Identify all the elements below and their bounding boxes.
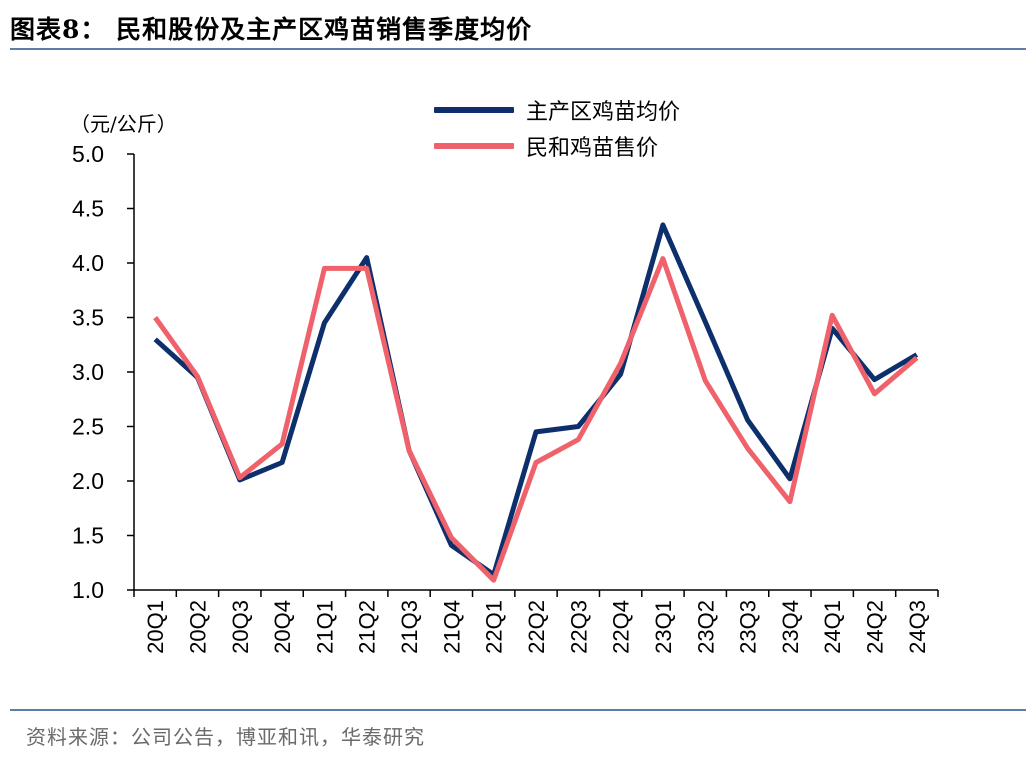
y-tick-label: 4.5	[72, 196, 104, 222]
x-tick-label: 22Q1	[482, 600, 507, 654]
x-tick-label: 21Q3	[397, 600, 422, 654]
y-axis-unit-label: （元/公斤）	[70, 112, 177, 136]
legend-item-series2: 民和鸡苗售价	[434, 128, 680, 164]
chart-legend: 主产区鸡苗均价 民和鸡苗售价	[434, 92, 680, 164]
x-tick-label: 20Q1	[143, 600, 168, 654]
x-tick-label: 24Q2	[863, 600, 888, 654]
top-rule	[10, 48, 1026, 50]
x-tick-label: 21Q2	[355, 600, 380, 654]
bottom-rule	[10, 709, 1026, 711]
legend-label-series2: 民和鸡苗售价	[526, 136, 659, 161]
legend-swatch-series2	[434, 143, 514, 149]
x-tick-label: 21Q1	[312, 600, 337, 654]
x-tick-label: 23Q2	[693, 600, 718, 654]
series-line-1	[153, 222, 919, 578]
y-tick-label: 2.5	[72, 414, 104, 440]
x-tick-label: 22Q3	[566, 600, 591, 654]
x-tick-label: 23Q3	[736, 600, 761, 654]
y-tick-label: 1.5	[72, 523, 104, 549]
x-tick-label: 20Q3	[228, 600, 253, 654]
x-tick-label: 24Q1	[820, 600, 845, 654]
series-line-2	[153, 256, 919, 583]
x-tick-label: 23Q1	[651, 600, 676, 654]
x-tick-label: 20Q4	[270, 600, 295, 654]
y-tick-label: 2.0	[72, 468, 104, 494]
legend-swatch-series1	[434, 107, 514, 113]
y-tick-label: 1.0	[72, 577, 104, 603]
y-tick-label: 3.0	[72, 359, 104, 385]
chart-lines	[153, 222, 919, 583]
x-tick-label: 22Q4	[609, 600, 634, 654]
y-tick-label: 3.5	[72, 305, 104, 331]
chart-axes: 1.0 1.5 2.0 2.5 3.0 3.5 4.0 4.5 5.0 20Q1 20Q2 20Q3 2…	[72, 141, 939, 654]
source-note: 资料来源：公司公告，博亚和讯，华泰研究	[26, 725, 425, 749]
x-tick-label: 22Q2	[524, 600, 549, 654]
y-tick-label: 4.0	[72, 250, 104, 276]
x-tick-label: 21Q4	[439, 600, 464, 654]
figure-title: 图表8： 民和股份及主产区鸡苗销售季度均价	[10, 15, 533, 44]
line-chart: 1.0 1.5 2.0 2.5 3.0 3.5 4.0 4.5 5.0 20Q1 20Q2 20Q3 2…	[72, 141, 939, 654]
y-tick-label: 5.0	[72, 141, 104, 167]
legend-label-series1: 主产区鸡苗均价	[526, 100, 681, 125]
legend-item-series1: 主产区鸡苗均价	[434, 92, 680, 128]
x-tick-label: 20Q2	[185, 600, 210, 654]
x-tick-label: 24Q3	[905, 600, 930, 654]
x-tick-label: 23Q4	[778, 600, 803, 654]
